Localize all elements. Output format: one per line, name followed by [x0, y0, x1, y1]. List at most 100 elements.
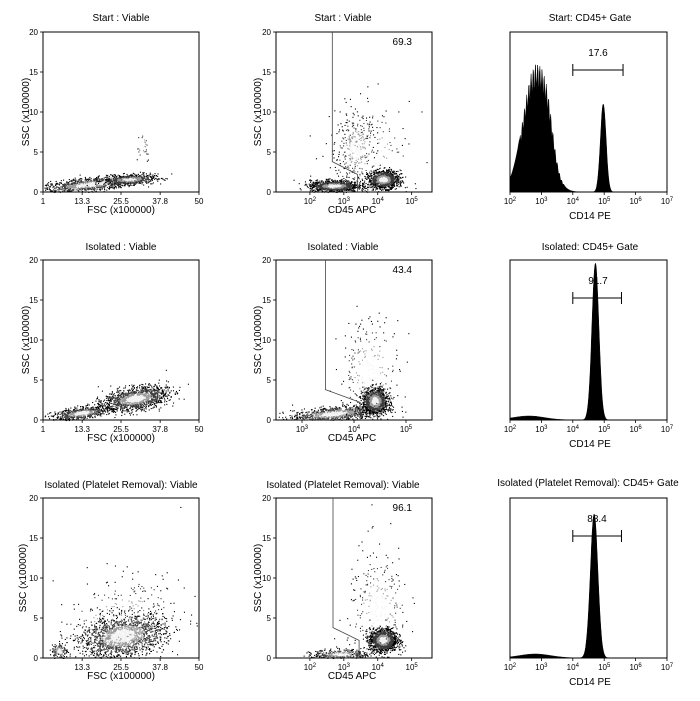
event-dot — [91, 182, 93, 184]
event-dot — [328, 178, 330, 180]
event-dot — [354, 139, 356, 141]
event-dot — [378, 158, 380, 160]
event-dot — [72, 419, 74, 421]
event-dot — [334, 179, 336, 181]
event-dot — [368, 123, 370, 125]
event-dot — [343, 180, 345, 182]
event-dot — [78, 179, 80, 181]
event-dot — [354, 181, 356, 183]
x-axis-label: FSC (x100000) — [87, 205, 155, 216]
event-dot — [361, 147, 363, 149]
event-dot — [309, 179, 311, 181]
event-dot — [342, 175, 344, 177]
event-dot — [360, 93, 362, 95]
event-dot — [149, 175, 151, 177]
event-dot — [78, 181, 80, 183]
x-tick-label: 103 — [338, 197, 351, 206]
event-dot — [350, 150, 352, 152]
event-dot — [369, 141, 371, 143]
event-dot — [358, 133, 360, 135]
event-dot — [374, 161, 376, 163]
event-dot — [394, 170, 396, 172]
event-dot — [392, 186, 394, 188]
event-dot — [380, 183, 382, 185]
event-dot — [132, 175, 134, 177]
event-dot — [337, 188, 339, 190]
event-dot — [374, 175, 376, 177]
event-dot — [368, 136, 370, 138]
event-dot — [114, 183, 116, 185]
event-dot — [382, 187, 384, 189]
event-dot — [353, 189, 355, 191]
event-dot — [336, 180, 338, 182]
event-dot — [57, 186, 59, 188]
event-dot — [370, 135, 372, 137]
event-dot — [336, 189, 338, 191]
event-dot — [347, 185, 349, 187]
event-dot — [358, 149, 360, 151]
event-dot — [85, 183, 87, 185]
event-dot — [84, 409, 86, 411]
event-dot — [329, 187, 331, 189]
event-dot — [313, 187, 315, 189]
event-dot — [334, 181, 336, 183]
event-dot — [380, 177, 382, 179]
event-dot — [311, 180, 313, 182]
event-dot — [350, 141, 352, 143]
event-dot — [117, 174, 119, 176]
event-dot — [118, 185, 120, 187]
event-dot — [73, 188, 75, 190]
event-dot — [103, 183, 105, 185]
event-dot — [348, 184, 350, 186]
event-dot — [370, 172, 372, 174]
event-dot — [58, 183, 60, 185]
event-dot — [144, 176, 146, 178]
event-dot — [106, 182, 108, 184]
y-tick-label: 10 — [29, 108, 38, 117]
event-dot — [386, 183, 388, 185]
event-dot — [114, 174, 116, 176]
event-dot — [88, 188, 90, 190]
event-dot — [115, 180, 117, 182]
event-dot — [341, 189, 343, 191]
event-dot — [108, 413, 110, 415]
event-dot — [354, 191, 356, 193]
event-dot — [54, 414, 56, 416]
event-dot — [107, 174, 109, 176]
event-dot — [60, 180, 62, 182]
event-dot — [362, 135, 364, 137]
event-dot — [319, 186, 321, 188]
event-dot — [357, 158, 359, 160]
event-dot — [119, 179, 121, 181]
event-dot — [353, 136, 355, 138]
event-dot — [88, 415, 90, 417]
event-dot — [384, 186, 386, 188]
event-dot — [338, 183, 340, 185]
event-dot — [355, 156, 357, 158]
event-dot — [54, 188, 56, 190]
event-dot — [388, 174, 390, 176]
event-dot — [92, 184, 94, 186]
event-dot — [372, 146, 374, 148]
event-dot — [393, 182, 395, 184]
event-dot — [130, 180, 132, 182]
event-dot — [93, 182, 95, 184]
event-dot — [130, 178, 132, 180]
event-dot — [377, 132, 379, 134]
x-tick-label: 1 — [41, 197, 46, 206]
event-dot — [162, 178, 164, 180]
event-dot — [144, 141, 146, 143]
event-dot — [392, 174, 394, 176]
event-dot — [127, 177, 129, 179]
event-dot — [140, 178, 142, 180]
event-dot — [354, 108, 356, 110]
event-dot — [72, 178, 74, 180]
event-dot — [135, 178, 137, 180]
event-dot — [89, 416, 91, 418]
event-dot — [328, 180, 330, 182]
event-dot — [361, 187, 363, 189]
event-dot — [355, 140, 357, 142]
event-dot — [135, 181, 137, 183]
event-dot — [116, 181, 118, 183]
event-dot — [361, 146, 363, 148]
